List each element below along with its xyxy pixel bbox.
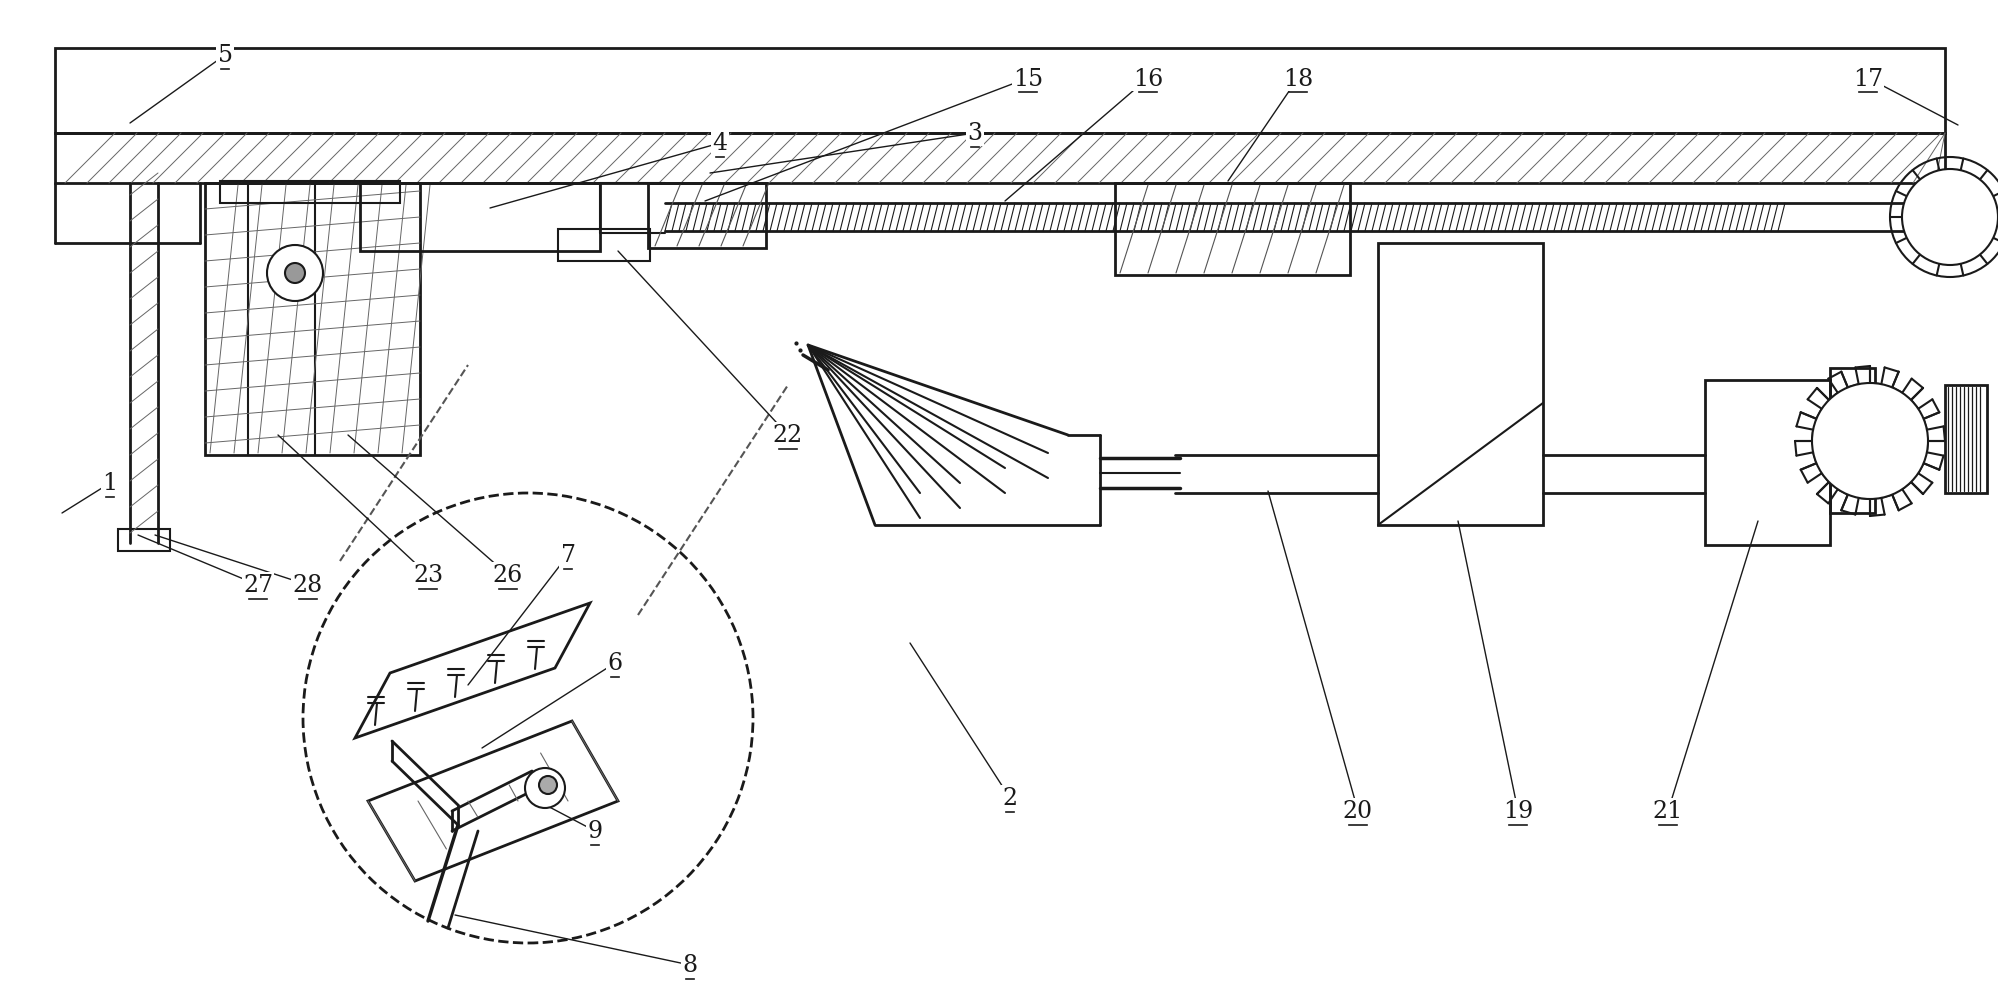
Text: 7: 7 [561, 544, 575, 567]
Bar [360, 184, 599, 252]
Text: 17: 17 [1852, 67, 1882, 90]
Text: 19: 19 [1502, 799, 1532, 822]
Bar [220, 182, 400, 204]
Bar [647, 184, 765, 249]
Text: 3: 3 [967, 122, 983, 145]
Bar [1830, 369, 1874, 514]
Text: 8: 8 [683, 954, 697, 977]
Bar [1115, 184, 1351, 276]
Circle shape [525, 768, 565, 808]
Text: 6: 6 [607, 652, 623, 675]
Circle shape [1812, 383, 1928, 499]
Text: 27: 27 [244, 574, 274, 597]
Text: 1: 1 [102, 472, 118, 495]
Bar [56, 133, 1944, 184]
Text: 18: 18 [1283, 67, 1313, 90]
Bar [1704, 380, 1830, 546]
Bar [206, 184, 420, 455]
Text: 20: 20 [1343, 799, 1373, 822]
Circle shape [539, 776, 557, 794]
Circle shape [286, 264, 306, 284]
Bar [118, 530, 170, 552]
Text: 4: 4 [713, 132, 727, 155]
Circle shape [1902, 170, 1998, 266]
Bar [1379, 244, 1542, 526]
Text: 5: 5 [218, 44, 232, 67]
Text: 22: 22 [773, 424, 803, 447]
Circle shape [268, 246, 324, 302]
Text: 21: 21 [1652, 799, 1682, 822]
Text: 9: 9 [587, 819, 603, 843]
Text: 16: 16 [1133, 67, 1163, 90]
Text: 28: 28 [294, 574, 324, 597]
Text: 26: 26 [494, 564, 523, 587]
Text: 23: 23 [414, 564, 444, 587]
Bar [557, 230, 649, 262]
Text: 15: 15 [1013, 67, 1043, 90]
Bar [56, 49, 1944, 133]
Text: 2: 2 [1003, 786, 1017, 809]
Bar [1944, 385, 1986, 493]
